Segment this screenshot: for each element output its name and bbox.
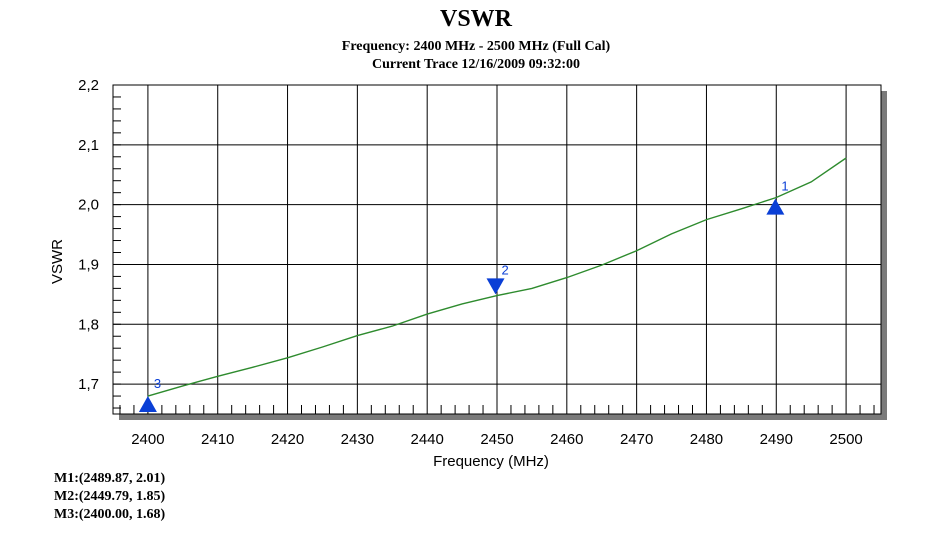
marker-readout-m2: M2:(2449.79, 1.85) — [54, 489, 166, 504]
marker-3-label: 3 — [154, 376, 161, 391]
marker-1-triangle — [766, 198, 785, 215]
marker-2-triangle — [486, 278, 505, 295]
marker-1-label: 1 — [781, 179, 788, 194]
chart-title: VSWR — [439, 6, 512, 32]
chart-subtitle-trace: Current Trace 12/16/2009 09:32:00 — [371, 57, 581, 72]
x-tick-label: 2480 — [690, 431, 723, 448]
marker-readout-m3: M3:(2400.00, 1.68) — [54, 507, 166, 522]
y-tick-label: 1,7 — [78, 376, 99, 393]
x-tick-label: 2470 — [620, 431, 653, 448]
x-tick-label: 2410 — [201, 431, 234, 448]
plot-shadow-bottom — [119, 414, 887, 420]
x-tick-label: 2430 — [341, 431, 374, 448]
marker-2-label: 2 — [502, 262, 509, 277]
x-tick-label: 2420 — [271, 431, 304, 448]
x-tick-label: 2460 — [550, 431, 583, 448]
y-tick-label: 1,9 — [78, 256, 99, 273]
marker-readouts: M1:(2489.87, 2.01) M2:(2449.79, 1.85) M3… — [54, 470, 165, 524]
y-tick-label: 2,2 — [78, 77, 99, 94]
y-axis-label: VSWR — [49, 239, 66, 284]
x-tick-label: 2490 — [760, 431, 793, 448]
plot-shadow-right — [881, 91, 887, 420]
chart-subtitle-frequency: Frequency: 2400 MHz - 2500 MHz (Full Cal… — [341, 39, 611, 54]
marker-readout-m1: M1:(2489.87, 2.01) — [54, 471, 166, 486]
x-tick-label: 2400 — [131, 431, 164, 448]
x-tick-label: 2450 — [480, 431, 513, 448]
y-tick-label: 2,0 — [78, 197, 99, 214]
marker-3-triangle — [138, 396, 157, 413]
x-tick-label: 2440 — [410, 431, 443, 448]
vswr-chart: 2400 2410 2420 2430 2440 2450 2460 2470 2480 2490… — [49, 77, 887, 470]
x-axis-label: Frequency (MHz) — [433, 453, 549, 470]
vswr-trace-line — [147, 157, 847, 397]
y-tick-label: 1,8 — [78, 316, 99, 333]
x-tick-label: 2500 — [829, 431, 862, 448]
y-tick-label: 2,1 — [78, 137, 99, 154]
